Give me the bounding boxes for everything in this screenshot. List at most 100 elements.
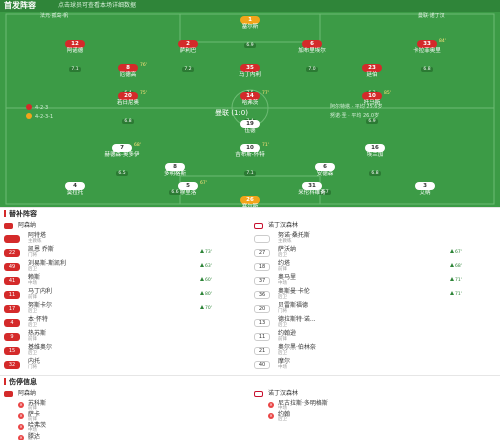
player-name: 奥尔黑·伯林奈 <box>278 344 316 351</box>
shirt-number: 21 <box>254 347 270 355</box>
injury-icon: ✕ <box>268 413 274 419</box>
sub-player-row[interactable]: 36 奥斯曼·卡伦 后卫 71' <box>250 288 500 302</box>
sub-player-row[interactable]: 22 凯恩 乔斯 门将 73' <box>0 246 250 260</box>
sub-in-minute-text: 71' <box>455 278 462 283</box>
injury-row[interactable]: ✕ 哈弗茨 中场 <box>0 422 250 433</box>
player-name: 德拉斯特·诺... <box>278 316 316 323</box>
shirt-number: 37 <box>254 277 270 285</box>
player-name: 米伦科维奇 <box>298 190 326 196</box>
away-player[interactable]: 26塞尔斯6.6 <box>220 196 280 207</box>
shirt-number: 14 <box>240 92 260 100</box>
shirt-number: 9 <box>4 333 20 341</box>
shirt-number: 16 <box>365 144 385 152</box>
coach-row[interactable]: 努诺·桑托斯 主教练 <box>250 232 500 246</box>
sub-player-row[interactable]: 9 热苏斯 前锋 <box>0 330 250 344</box>
away-player[interactable]: 31米伦科维奇7.0 <box>282 182 342 207</box>
away-subs-team-name: 诺丁汉森林 <box>268 222 299 229</box>
pitch: 首发阵容 点击球员可查看本场详细数据 法元·孤岛·帆 曼联·诺丁汉 1 塞尔斯 6.… <box>0 0 500 207</box>
home-team-label: 法元·孤岛·帆 <box>40 13 69 19</box>
away-player[interactable]: 16 埃兰加 6.8 <box>345 144 405 178</box>
injury-row[interactable]: ✕ 萨卡 前锋 <box>0 411 250 422</box>
player-position: 门将 <box>278 309 287 314</box>
player-rating: 7.0 <box>306 67 318 72</box>
shirt-number: 19 <box>240 120 260 128</box>
shirt-number: 6 <box>315 163 335 171</box>
sub-player-row[interactable]: 11 约翰逊 前锋 <box>250 330 500 344</box>
away-player[interactable]: 7 赫德森-奥多伊 6.5 68' <box>92 143 152 178</box>
sub-minute: 84' <box>439 39 446 44</box>
player-name: 约翰逊 <box>278 330 297 337</box>
player-rating: 6.8 <box>369 171 381 176</box>
injury-row[interactable]: ✕ 尼古拉斯·多明格斯 中场 <box>250 400 500 411</box>
player-position: 后卫 <box>278 417 287 422</box>
coach-row[interactable]: 阿特塔 主教练 <box>0 232 250 246</box>
home-subs-team-name: 阿森纳 <box>18 222 37 229</box>
player-position: 主教练 <box>278 239 292 244</box>
away-player[interactable]: 8 多明格斯 6.6 <box>145 163 205 197</box>
sub-player-row[interactable]: 11 马丁内利 前锋 80' <box>0 288 250 302</box>
shirt-number: 3 <box>415 182 435 190</box>
shirt-number: 1 <box>240 16 260 24</box>
player-name: 滕达 <box>28 433 41 440</box>
away-player[interactable]: 4莫拉托6.9 <box>45 182 105 207</box>
away-formation: 4-2-3-1 <box>26 113 53 121</box>
sub-in-arrow-icon <box>200 305 204 309</box>
sub-player-row[interactable]: 21 奥尔黑·伯林奈 后卫 <box>250 344 500 358</box>
sub-player-row[interactable]: 41 赖斯 中场 60' <box>0 274 250 288</box>
player-name: 塞尔斯 <box>241 24 259 30</box>
player-position: 后卫 <box>28 323 37 328</box>
sub-in-minute-text: 60' <box>205 278 212 283</box>
home-player[interactable]: 6 加布里埃尔 7.0 <box>282 40 342 74</box>
forest-badge-icon <box>254 391 263 397</box>
sub-player-row[interactable]: 49 刘易斯-斯凯利 后卫 63' <box>0 260 250 274</box>
sub-player-row[interactable]: 18 约塔 前锋 68' <box>250 260 500 274</box>
sub-player-row[interactable]: 32 内托 门将 <box>0 358 250 372</box>
away-subs-team: 诺丁汉森林 <box>250 220 500 232</box>
away-team-label: 曼联·诺丁汉 <box>418 13 445 19</box>
sub-in-minute: 80' <box>200 291 212 297</box>
away-player[interactable]: 10 吉布斯-怀特 7.1 71' <box>220 143 280 178</box>
shirt-number: 23 <box>362 64 382 72</box>
injury-row[interactable]: ✕滕达后卫 <box>0 433 250 440</box>
away-player[interactable]: 3艾纳6.4 <box>395 182 455 207</box>
shirt-number: 41 <box>4 277 20 285</box>
player-position: 前锋 <box>278 267 287 272</box>
divider <box>0 207 500 208</box>
player-name: 穆里洛 <box>179 190 197 196</box>
home-player[interactable]: 10 托马斯 6.9 85' <box>342 91 402 126</box>
player-position: 门将 <box>28 365 37 370</box>
player-name: 托马斯 <box>363 100 381 106</box>
sub-player-row[interactable]: 40 摩尔 中场 <box>250 358 500 372</box>
player-name: 哈弗茨 <box>241 100 259 106</box>
sub-player-row[interactable]: 37 奥马里 中场 71' <box>250 274 500 288</box>
home-player[interactable]: 20 若日尼奥 6.8 75' <box>98 91 158 126</box>
home-subs: 阿森纳 阿特塔 主教练 22 凯恩 乔斯 门将 73' 49 刘易斯-斯凯利 后卫 63' 41 赖斯… <box>0 220 250 372</box>
player-rating: 6.8 <box>122 119 134 124</box>
sub-player-row[interactable]: 27 萨沃纳 后卫 67' <box>250 246 500 260</box>
sub-player-row[interactable]: 13 德拉斯特·诺... 后卫 <box>250 316 500 330</box>
away-subs: 诺丁汉森林 努诺·桑托斯 主教练 27 萨沃纳 后卫 67' 18 约塔 前锋 68' 37 奥马里中… <box>250 220 500 372</box>
home-player[interactable]: 33 卡拉菲奥里 6.8 84' <box>397 39 457 74</box>
home-player[interactable]: 1 塞尔斯 6.9 <box>220 16 280 50</box>
injury-row[interactable]: ✕ 约翰 后卫 <box>250 411 500 422</box>
arsenal-badge-icon <box>4 223 13 229</box>
sub-player-row[interactable]: 20 贝雷斯福德 门将 <box>250 302 500 316</box>
sub-in-minute: 71' <box>450 291 462 297</box>
home-player[interactable]: 2 萨利巴 7.2 <box>158 40 218 74</box>
shirt-number: 5 <box>178 182 198 190</box>
injury-row[interactable]: ✕ 苏科斯 前锋 <box>0 400 250 411</box>
shirt-number: 11 <box>4 291 20 299</box>
sub-player-row[interactable]: 4 本·怀特 后卫 <box>0 316 250 330</box>
sub-player-row[interactable]: 17 努斯卡尔 后卫 70' <box>0 302 250 316</box>
sub-in-arrow-icon <box>200 277 204 281</box>
player-name: 尼古拉斯·多明格斯 <box>278 400 328 407</box>
sub-player-row[interactable]: 15 基维奥尔 后卫 <box>0 344 250 358</box>
home-player[interactable]: 12 阿诺德 7.1 <box>45 40 105 74</box>
sub-minute: 75' <box>140 91 147 96</box>
player-name: 奥马里 <box>278 274 297 281</box>
injuries-title: 伤停信息 <box>0 377 500 387</box>
away-player[interactable]: 6 安德森 6.7 <box>295 163 355 197</box>
away-team-icon <box>26 113 32 119</box>
